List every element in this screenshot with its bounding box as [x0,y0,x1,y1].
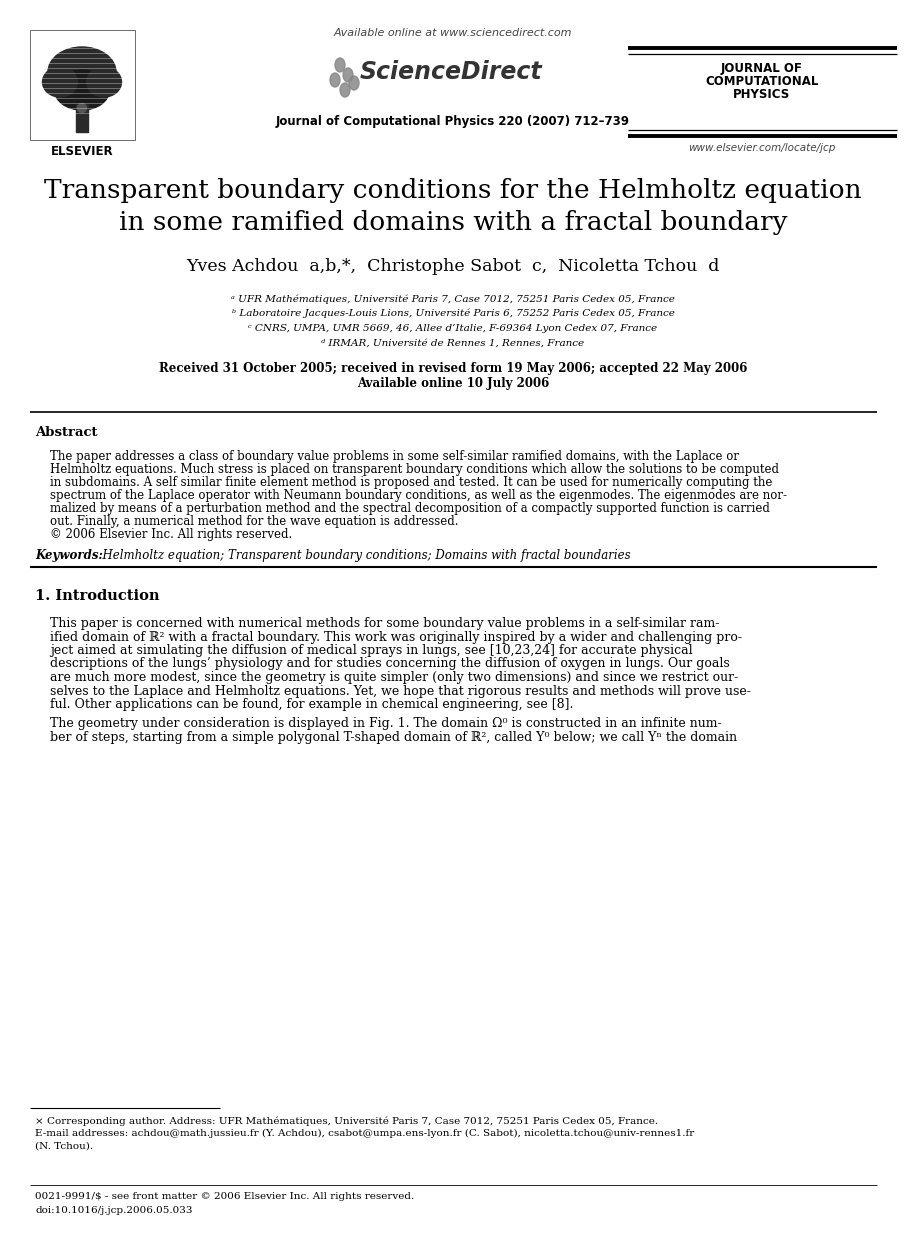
Text: ified domain of ℝ² with a fractal boundary. This work was originally inspired by: ified domain of ℝ² with a fractal bounda… [50,630,742,644]
Text: ful. Other applications can be found, for example in chemical engineering, see [: ful. Other applications can be found, fo… [50,698,573,711]
Ellipse shape [77,104,86,113]
Text: × Corresponding author. Address: UFR Mathématiques, Université Paris 7, Case 701: × Corresponding author. Address: UFR Mat… [35,1115,658,1125]
Text: spectrum of the Laplace operator with Neumann boundary conditions, as well as th: spectrum of the Laplace operator with Ne… [50,489,787,501]
Text: Received 31 October 2005; received in revised form 19 May 2006; accepted 22 May : Received 31 October 2005; received in re… [159,361,747,375]
Text: Transparent boundary conditions for the Helmholtz equation: Transparent boundary conditions for the … [44,178,862,203]
Ellipse shape [54,71,110,110]
Text: ScienceDirect: ScienceDirect [360,59,542,84]
Text: doi:10.1016/j.jcp.2006.05.033: doi:10.1016/j.jcp.2006.05.033 [35,1206,192,1214]
Text: PHYSICS: PHYSICS [734,88,791,102]
Ellipse shape [330,73,340,87]
Text: 0021-9991/$ - see front matter © 2006 Elsevier Inc. All rights reserved.: 0021-9991/$ - see front matter © 2006 El… [35,1192,414,1201]
Text: selves to the Laplace and Helmholtz equations. Yet, we hope that rigorous result: selves to the Laplace and Helmholtz equa… [50,685,751,697]
Text: ject aimed at simulating the diffusion of medical sprays in lungs, see [10,23,24: ject aimed at simulating the diffusion o… [50,644,693,657]
Ellipse shape [48,47,116,97]
Text: Helmholtz equation; Transparent boundary conditions; Domains with fractal bounda: Helmholtz equation; Transparent boundary… [95,548,630,562]
Text: (N. Tchou).: (N. Tchou). [35,1141,93,1151]
Text: This paper is concerned with numerical methods for some boundary value problems : This paper is concerned with numerical m… [50,617,719,630]
Text: Available online 10 July 2006: Available online 10 July 2006 [356,378,549,390]
Text: Journal of Computational Physics 220 (2007) 712–739: Journal of Computational Physics 220 (20… [276,115,630,128]
Text: ber of steps, starting from a simple polygonal T-shaped domain of ℝ², called Υ⁰ : ber of steps, starting from a simple pol… [50,730,737,744]
Text: ᵈ IRMAR, Université de Rennes 1, Rennes, France: ᵈ IRMAR, Université de Rennes 1, Rennes,… [321,339,585,348]
Text: E-mail addresses: achdou@math.jussieu.fr (Y. Achdou), csabot@umpa.ens-lyon.fr (C: E-mail addresses: achdou@math.jussieu.fr… [35,1129,694,1138]
Text: ᵃ UFR Mathématiques, Université Paris 7, Case 7012, 75251 Paris Cedex 05, France: ᵃ UFR Mathématiques, Université Paris 7,… [231,293,675,303]
Text: COMPUTATIONAL: COMPUTATIONAL [706,76,819,88]
Text: are much more modest, since the geometry is quite simpler (only two dimensions) : are much more modest, since the geometry… [50,671,738,685]
Text: Abstract: Abstract [35,426,97,439]
Text: 1. Introduction: 1. Introduction [35,589,160,603]
Text: The geometry under consideration is displayed in Fig. 1. The domain Ω⁰ is constr: The geometry under consideration is disp… [50,718,722,730]
Text: www.elsevier.com/locate/jcp: www.elsevier.com/locate/jcp [688,144,835,154]
Text: Keywords:: Keywords: [35,548,102,562]
Text: © 2006 Elsevier Inc. All rights reserved.: © 2006 Elsevier Inc. All rights reserved… [50,527,292,541]
Text: descriptions of the lungs’ physiology and for studies concerning the diffusion o: descriptions of the lungs’ physiology an… [50,657,730,671]
Text: malized by means of a perturbation method and the spectral decomposition of a co: malized by means of a perturbation metho… [50,501,770,515]
Ellipse shape [86,67,122,97]
Text: JOURNAL OF: JOURNAL OF [721,62,803,76]
Text: ᶜ CNRS, UMPA, UMR 5669, 46, Allee d’Italie, F-69364 Lyon Cedex 07, France: ᶜ CNRS, UMPA, UMR 5669, 46, Allee d’Ital… [249,324,658,333]
Text: in some ramified domains with a fractal boundary: in some ramified domains with a fractal … [119,210,787,235]
Ellipse shape [335,58,345,72]
Text: Available online at www.sciencedirect.com: Available online at www.sciencedirect.co… [334,28,572,38]
Text: in subdomains. A self similar finite element method is proposed and tested. It c: in subdomains. A self similar finite ele… [50,475,773,489]
Text: ᵇ Laboratoire Jacques-Louis Lions, Université Paris 6, 75252 Paris Cedex 05, Fra: ᵇ Laboratoire Jacques-Louis Lions, Unive… [231,310,675,318]
Ellipse shape [340,83,350,97]
Bar [76,104,88,132]
Text: ELSEVIER: ELSEVIER [51,145,113,158]
Bar [30,30,135,140]
Text: Yves Achdou  a,b,*,  Christophe Sabot  c,  Nicoletta Tchou  d: Yves Achdou a,b,*, Christophe Sabot c, N… [186,258,719,275]
Text: out. Finally, a numerical method for the wave equation is addressed.: out. Finally, a numerical method for the… [50,515,459,527]
Text: Helmholtz equations. Much stress is placed on transparent boundary conditions wh: Helmholtz equations. Much stress is plac… [50,463,779,475]
Ellipse shape [343,68,353,82]
Text: The paper addresses a class of boundary value problems in some self-similar rami: The paper addresses a class of boundary … [50,449,739,463]
Ellipse shape [43,67,77,97]
Ellipse shape [349,76,359,90]
